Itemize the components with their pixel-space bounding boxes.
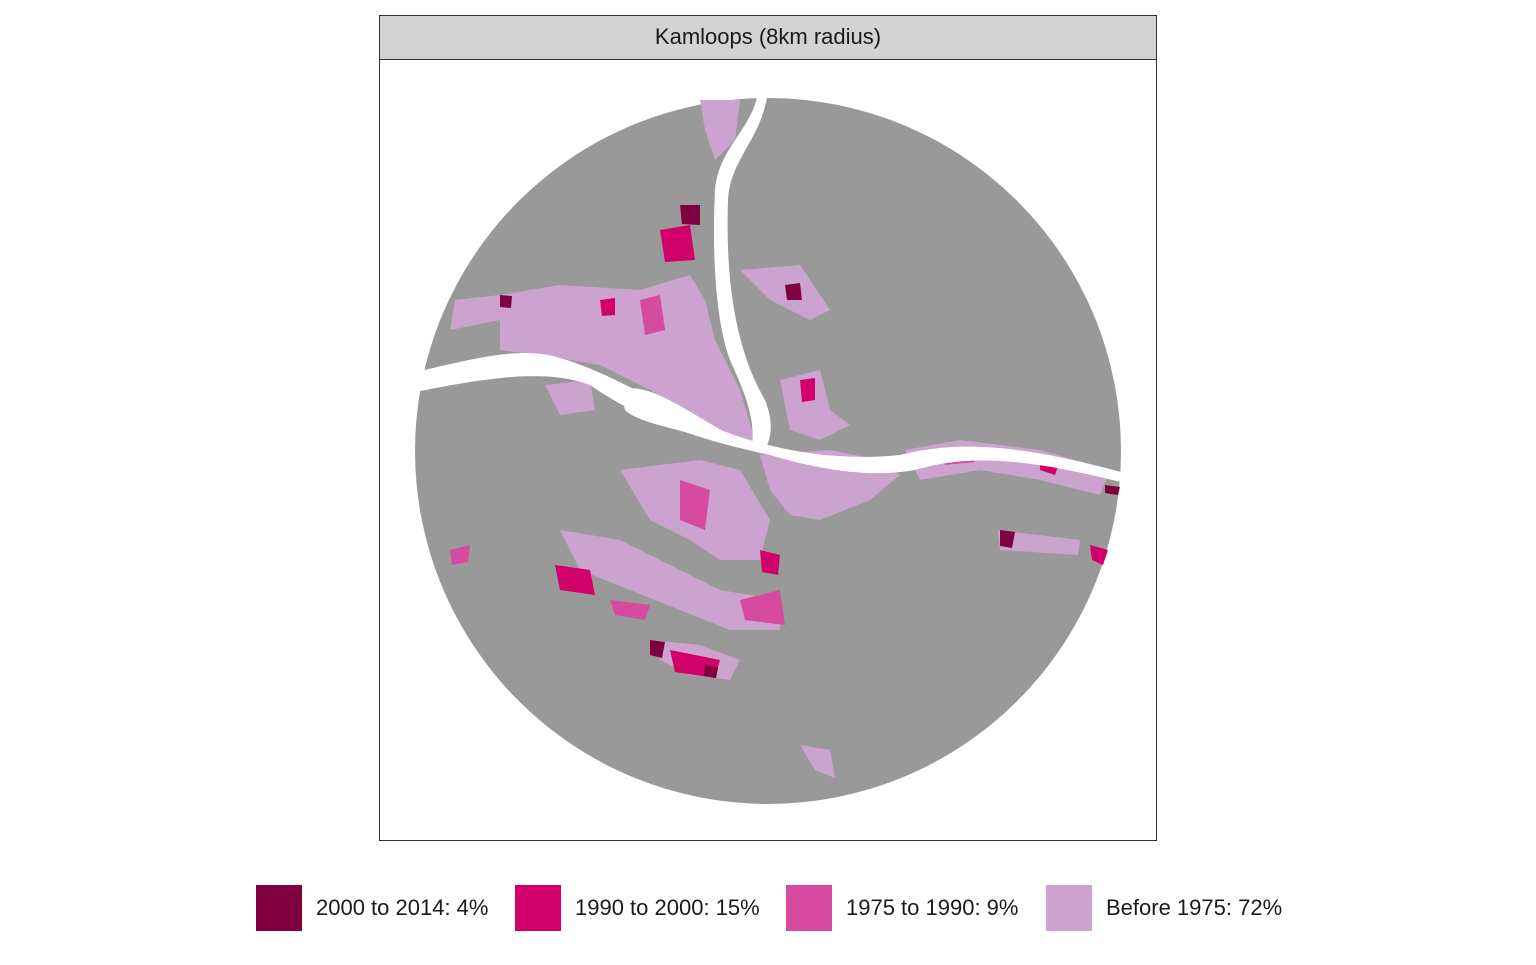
built-2000-2014: [500, 205, 1120, 678]
legend-label: 1975 to 1990: 9%: [846, 895, 1018, 920]
panel-title: Kamloops (8km radius): [655, 24, 881, 49]
rivers: [415, 97, 1121, 482]
legend-label: 2000 to 2014: 4%: [316, 895, 488, 920]
legend-swatch: [515, 885, 561, 931]
legend-swatch: [256, 885, 302, 931]
legend-swatch: [786, 885, 832, 931]
legend-swatch: [1046, 885, 1092, 931]
panel-strip: [379, 15, 1157, 60]
legend-label: Before 1975: 72%: [1106, 895, 1282, 920]
legend-label: 1990 to 2000: 15%: [575, 895, 760, 920]
